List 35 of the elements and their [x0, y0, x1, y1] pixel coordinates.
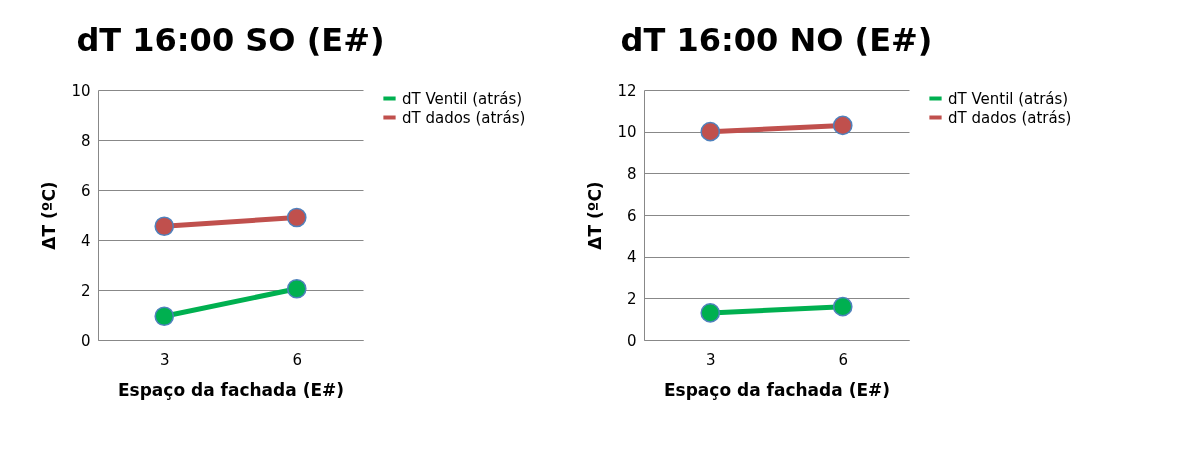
y-tick-label: 2 — [626, 289, 637, 308]
y-tick-label: 8 — [80, 131, 91, 150]
legend-label: dT dados (atrás) — [402, 108, 526, 127]
point — [154, 306, 175, 327]
legend-label: dT dados (atrás) — [948, 108, 1072, 127]
x-tick-label: 3 — [159, 350, 170, 369]
x-tick-label: 6 — [838, 350, 849, 369]
y-tick-label: 12 — [617, 81, 637, 100]
legend-label: dT Ventil (atrás) — [402, 89, 523, 108]
point — [832, 115, 853, 136]
x-tick-label: 3 — [705, 350, 716, 369]
y-tick-label: 6 — [80, 181, 91, 200]
y-tick-label: 4 — [80, 231, 91, 250]
y-tick-label: 0 — [80, 331, 91, 350]
point — [700, 303, 721, 323]
chart-title: dT 16:00 SO (E#) — [76, 21, 385, 59]
y-tick-label: 4 — [626, 248, 637, 267]
legend-label: dT Ventil (atrás) — [948, 89, 1069, 108]
point — [286, 207, 307, 228]
y-axis-title: ΔT (ºC) — [39, 181, 60, 250]
point — [154, 216, 175, 237]
y-tick-label: 10 — [71, 81, 91, 100]
y-tick-label: 8 — [626, 164, 637, 183]
chart-title: dT 16:00 NO (E#) — [620, 21, 933, 59]
point — [286, 278, 307, 299]
x-tick-label: 6 — [292, 350, 303, 369]
y-axis-title: ΔT (ºC) — [585, 181, 606, 250]
x-axis-title: Espaço da fachada (E#) — [117, 379, 345, 400]
x-axis-title: Espaço da fachada (E#) — [663, 379, 891, 400]
point — [832, 296, 853, 317]
y-tick-label: 10 — [617, 123, 637, 142]
y-tick-label: 2 — [80, 281, 91, 300]
y-tick-label: 0 — [626, 331, 637, 350]
y-tick-label: 6 — [626, 206, 637, 225]
point — [700, 121, 721, 142]
